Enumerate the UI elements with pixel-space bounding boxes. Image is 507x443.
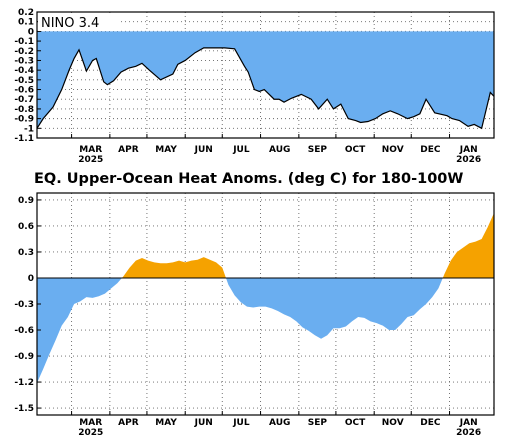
nino34-year-label: 2026: [456, 155, 481, 165]
nino34-x-tick-label: DEC: [420, 145, 441, 155]
nino34-x-tick-label: SEP: [308, 145, 328, 155]
nino34-x-tick-label: APR: [118, 145, 139, 155]
nino34-y-tick-label: -0.6: [14, 86, 34, 96]
heat-year-label: 2025: [78, 428, 103, 438]
heat-y-tick-label: 0.9: [18, 196, 34, 206]
heat-x-tick-label: APR: [118, 418, 139, 428]
nino34-y-tick-label: -0.9: [14, 115, 34, 125]
nino34-y-axis: 0.20.10-0.1-0.2-0.3-0.4-0.5-0.6-0.7-0.8-…: [14, 8, 41, 144]
heat-grid: [37, 193, 494, 415]
heat-y-tick-label: 0: [28, 274, 34, 284]
heat-x-tick-label: AUG: [269, 418, 290, 428]
heat-x-tick-label: NOV: [382, 418, 404, 428]
heat-y-tick-label: -1.2: [14, 378, 34, 388]
nino34-area: [37, 31, 494, 129]
heat-y-tick-label: -0.9: [14, 352, 34, 362]
heat-y-tick-label: 0.3: [18, 248, 34, 258]
nino34-y-tick-label: -0.5: [14, 76, 34, 86]
heat-y-tick-label: -1.5: [14, 404, 34, 414]
heat-y-tick-label: -0.3: [14, 300, 34, 310]
nino34-x-tick-label: JUN: [194, 145, 213, 155]
heat-x-tick-label: JAN: [459, 418, 478, 428]
nino34-y-tick-label: -1: [24, 124, 34, 134]
heat-x-tick-label: OCT: [345, 418, 366, 428]
nino34-line: [36, 47, 495, 130]
nino34-panel-label: NINO 3.4: [41, 16, 99, 31]
heat-negative-area: [225, 277, 443, 339]
heat-x-tick-label: JUN: [194, 418, 213, 428]
heat-chart-title: EQ. Upper-Ocean Heat Anoms. (deg C) for …: [34, 171, 463, 187]
nino34-y-tick-label: -0.4: [14, 66, 34, 76]
nino34-y-tick-label: -0.7: [14, 95, 34, 105]
heat-positive-area: [121, 257, 226, 278]
nino34-x-tick-label: JUL: [232, 145, 250, 155]
nino34-year-label: 2025: [78, 155, 103, 165]
heat-y-axis: 0.9 0.6 0.3 0 -0.3 -0.6 -0.9 -1.2 -1.5: [14, 196, 41, 414]
heat-x-tick-label: MAY: [155, 418, 177, 428]
heat-y-tick-label: -0.6: [14, 326, 34, 336]
nino34-x-tick-label: OCT: [345, 145, 366, 155]
heat-year-label: 2026: [456, 428, 481, 438]
nino34-y-tick-label: 0.2: [18, 8, 34, 18]
heat-positive-area: [442, 212, 494, 278]
nino34-y-tick-label: 0.1: [18, 18, 34, 28]
nino34-x-tick-label: MAY: [155, 145, 177, 155]
heat-negative-area: [37, 277, 122, 383]
nino34-chart: 0.20.10-0.1-0.2-0.3-0.4-0.5-0.6-0.7-0.8-…: [14, 8, 495, 165]
nino34-x-tick-label: JAN: [459, 145, 478, 155]
nino34-label-box: [38, 13, 118, 31]
nino34-y-tick-label: -0.1: [14, 37, 34, 47]
heat-area: [37, 212, 494, 383]
heat-x-tick-label: DEC: [420, 418, 441, 428]
heat-plot-frame: [36, 192, 495, 416]
nino34-y-tick-label: 0: [28, 27, 34, 37]
nino34-x-tick-label: AUG: [269, 145, 290, 155]
nino34-y-tick-label: -0.3: [14, 56, 34, 66]
heat-x-tick-label: SEP: [308, 418, 328, 428]
nino34-plot-frame: [36, 11, 495, 139]
heat-x-tick-label: MAR: [79, 418, 102, 428]
nino34-y-tick-label: -0.8: [14, 105, 34, 115]
nino34-y-tick-label: -1.1: [14, 134, 34, 144]
heat-x-tick-label: JUL: [232, 418, 250, 428]
heat-y-tick-label: 0.6: [18, 222, 34, 232]
nino34-y-tick-label: -0.2: [14, 47, 34, 57]
nino34-x-tick-label: NOV: [382, 145, 404, 155]
nino34-x-tick-label: MAR: [79, 145, 102, 155]
